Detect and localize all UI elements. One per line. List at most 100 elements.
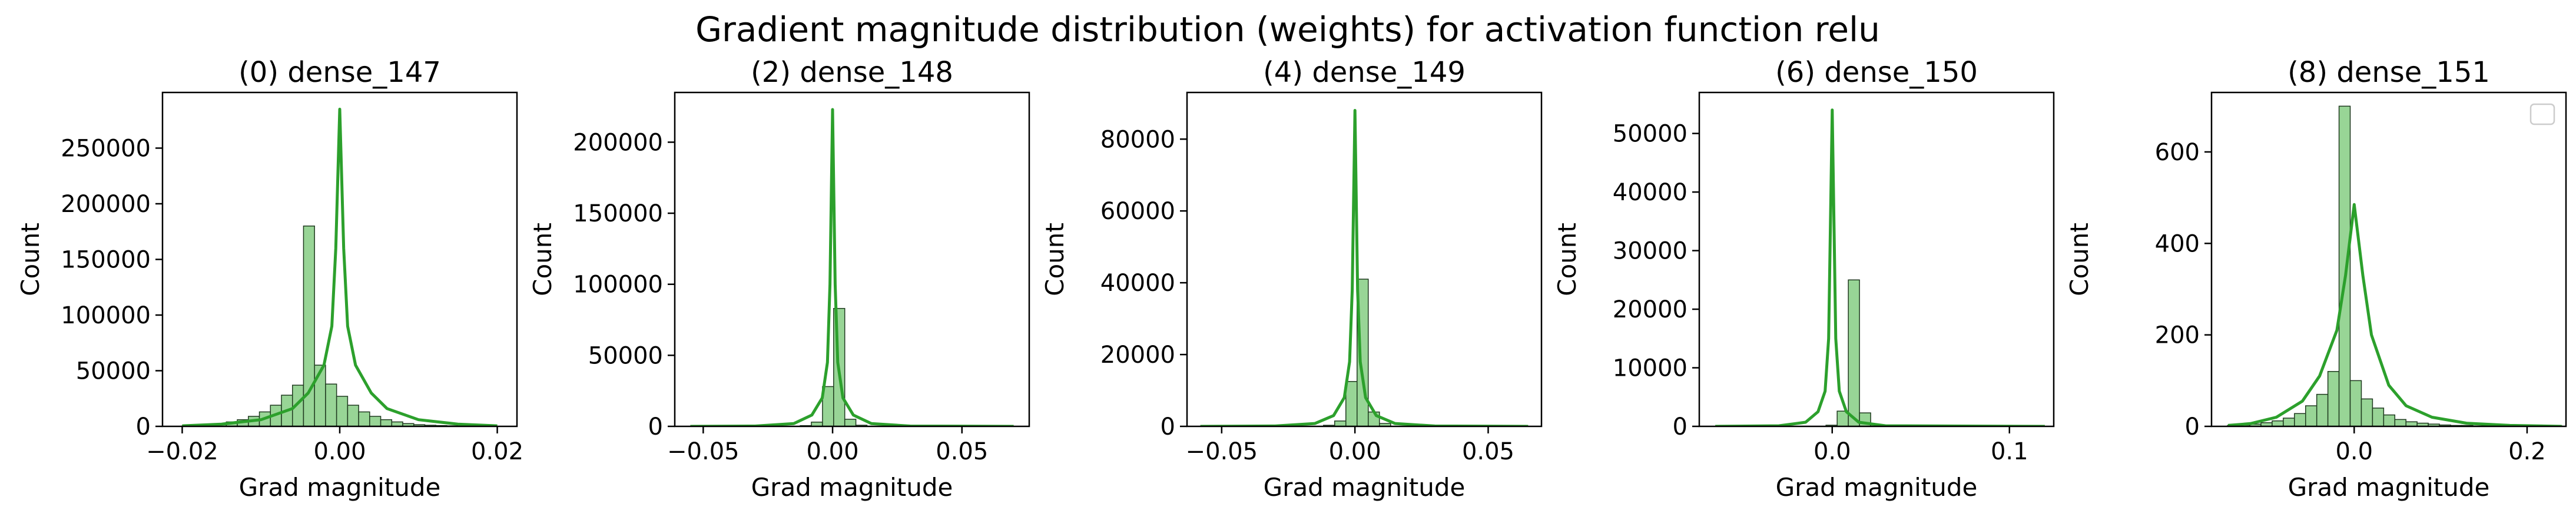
x-tick-label: 0.05	[936, 438, 988, 465]
y-axis-label: Count	[2065, 223, 2094, 296]
plot-area	[181, 107, 503, 426]
x-tick-label: 0.05	[1462, 438, 1514, 465]
histogram-bar	[347, 405, 359, 426]
kde-line	[2227, 203, 2562, 426]
histogram-bar	[2305, 405, 2318, 426]
histogram-bar	[1345, 381, 1358, 426]
subplot-4: 0.0 0.2 0 200 400 600 (8) dense_151 Grad magnit…	[2065, 56, 2567, 502]
plot-area	[1200, 109, 1529, 426]
subplot-grid: −0.02 0.00 0.02050000100000150000200000250…	[16, 56, 2567, 502]
histogram-bar	[303, 226, 315, 426]
y-axis-label: Count	[1553, 223, 1582, 296]
axes-frame	[2210, 91, 2567, 428]
y-tick-label: 80000	[1100, 126, 1175, 153]
y-tick-label: 600	[2155, 139, 2200, 166]
y-tick-label: 400	[2155, 230, 2200, 257]
histogram-bar	[2272, 420, 2284, 426]
histogram-bar	[1334, 420, 1347, 426]
y-tick-label: 0	[1673, 413, 1688, 440]
y-tick-label: 200000	[573, 129, 663, 156]
y-tick-label: 250000	[61, 135, 151, 163]
histogram-bar	[2372, 408, 2385, 426]
x-tick-label: 0.2	[2508, 438, 2546, 465]
kde-line	[1715, 108, 2045, 426]
x-tick-label: 0.02	[471, 438, 523, 465]
x-axis-label: Grad magnitude	[239, 473, 441, 502]
axes-frame	[674, 91, 1030, 428]
histogram-bar	[2360, 398, 2373, 426]
x-tick-label: 0.00	[1329, 438, 1381, 465]
x-tick-label: 0.1	[1991, 438, 2028, 465]
subplot-title: (2) dense_148	[751, 56, 953, 89]
y-tick-label: 20000	[1100, 342, 1175, 369]
histogram-bar	[369, 416, 382, 426]
figure-title: Gradient magnitude distribution (weights…	[695, 9, 1880, 49]
histogram-bar	[358, 411, 370, 426]
subplot-2: −0.05 0.00 0.05 0 20000 40000 60000 80000 (4) de…	[1040, 56, 1543, 502]
histogram-bar	[1848, 279, 1860, 426]
y-tick-label: 100000	[61, 302, 151, 329]
subplot-3: 0.0 0.1 0 10000 20000 30000 40000 50000 (6) dens…	[1553, 56, 2055, 502]
kde-line	[690, 108, 1014, 426]
y-tick-label: 50000	[76, 358, 151, 385]
subplot-0: −0.02 0.00 0.02 0 50000 100000 150000 200000 250…	[16, 56, 523, 502]
axes-frame	[1186, 91, 1543, 428]
plot-area	[1715, 108, 2045, 426]
y-tick-label: 200000	[61, 191, 151, 218]
y-tick-label: 50000	[588, 342, 663, 369]
subplot-1: −0.05 0.00 0.05 0 50000 100000 150000 200000 (2)…	[528, 56, 1030, 502]
histogram-bar	[2394, 419, 2406, 426]
y-tick-label: 10000	[1613, 355, 1688, 382]
kde-line	[1200, 109, 1529, 426]
x-tick-label: 0.0	[2335, 438, 2373, 465]
subplot-title: (0) dense_147	[238, 56, 441, 89]
plot-area	[2227, 105, 2563, 426]
x-tick-label: −0.02	[146, 438, 218, 465]
histogram-bar	[325, 383, 337, 426]
x-tick-label: −0.05	[1186, 438, 1258, 465]
x-tick-label: 0.0	[1814, 438, 1851, 465]
x-tick-label: 0.00	[313, 438, 366, 465]
histogram-bar	[2349, 380, 2362, 426]
y-tick-label: 60000	[1100, 198, 1175, 225]
y-tick-label: 40000	[1100, 270, 1175, 297]
y-tick-label: 150000	[61, 247, 151, 274]
y-tick-label: 200	[2155, 322, 2200, 349]
x-tick-label: −0.05	[667, 438, 740, 465]
legend-box	[2529, 103, 2555, 125]
subplot-title: (4) dense_149	[1263, 56, 1466, 89]
plot-area	[690, 108, 1014, 426]
histogram-bar	[2383, 414, 2396, 426]
x-axis-label: Grad magnitude	[2288, 473, 2490, 502]
histogram-bar	[2294, 413, 2306, 426]
subplot-title: (8) dense_151	[2287, 56, 2490, 89]
subplot-title: (6) dense_150	[1775, 56, 1978, 89]
histogram-bar	[2327, 371, 2340, 426]
y-tick-label: 0	[648, 413, 663, 440]
histogram-bar	[2338, 105, 2351, 426]
y-tick-label: 20000	[1613, 296, 1688, 323]
histogram-bar	[380, 419, 393, 426]
y-tick-label: 150000	[573, 200, 663, 227]
y-tick-label: 100000	[573, 271, 663, 299]
y-tick-label: 30000	[1613, 238, 1688, 265]
y-tick-label: 0	[136, 413, 151, 440]
y-tick-label: 0	[2185, 413, 2200, 440]
y-axis-label: Count	[1040, 223, 1069, 296]
y-tick-label: 40000	[1613, 179, 1688, 206]
y-tick-label: 50000	[1613, 121, 1688, 148]
axes-frame	[1698, 91, 2055, 428]
histogram-bar	[2283, 418, 2295, 426]
y-axis-label: Count	[528, 223, 557, 296]
x-axis-label: Grad magnitude	[751, 473, 953, 502]
kde-line	[182, 107, 498, 426]
histogram-bar	[336, 396, 349, 426]
histogram-bar	[844, 419, 857, 426]
x-tick-label: 0.00	[807, 438, 859, 465]
histogram-bar	[2316, 393, 2329, 426]
x-axis-label: Grad magnitude	[1776, 473, 1978, 502]
y-axis-label: Count	[16, 223, 45, 296]
x-axis-label: Grad magnitude	[1264, 473, 1466, 502]
y-tick-label: 0	[1161, 413, 1175, 440]
